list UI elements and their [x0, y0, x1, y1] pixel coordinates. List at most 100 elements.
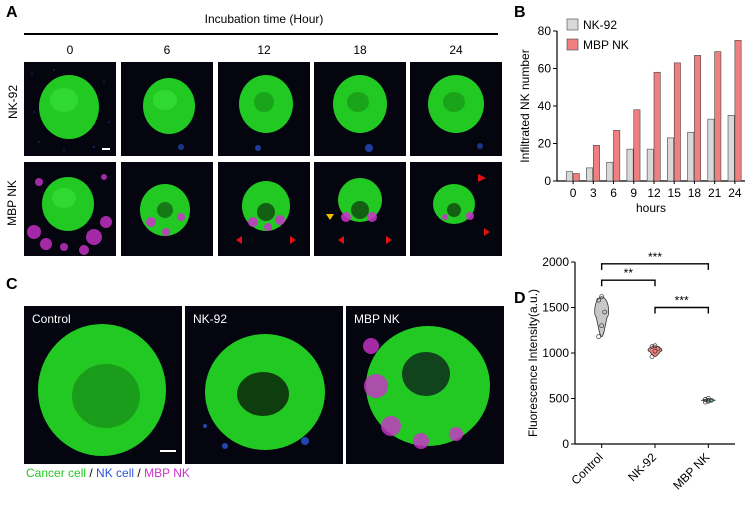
- legend-nk-cell: NK cell: [96, 466, 135, 480]
- bar: [565, 171, 573, 182]
- bar: [626, 148, 634, 182]
- image-nk92-6h: [121, 62, 213, 156]
- y-tick-label: 60: [538, 62, 552, 76]
- y-axis-title: Fluorescence Intensity(a.u.): [526, 289, 540, 437]
- image-mbp-12h: [218, 162, 310, 256]
- x-tick-label: 24: [728, 186, 742, 200]
- image-control: Control: [24, 306, 182, 464]
- bar: [734, 40, 742, 182]
- row-label-nk92: NK-92: [6, 85, 20, 120]
- legend-label: MBP NK: [583, 38, 629, 52]
- bar: [593, 145, 600, 182]
- data-point: [652, 348, 658, 354]
- legend-cancer-cell: Cancer cell: [26, 466, 87, 480]
- x-tick-label: 3: [590, 186, 597, 200]
- violin-chart: 0 500 1000 1500 2000 Fluorescence Intensity(a…: [526, 252, 735, 493]
- panel-letter-a: A: [6, 4, 18, 21]
- data-point: [596, 297, 602, 303]
- x-tick-label: 9: [630, 186, 637, 200]
- panel-letter-c: C: [6, 276, 18, 293]
- image-mbp-nk: MBP NK: [346, 306, 504, 464]
- bar: [707, 118, 715, 182]
- image-nk92-18h: [314, 62, 406, 156]
- bar: [694, 55, 702, 182]
- header-divider: [24, 33, 498, 35]
- label-control: Control: [32, 312, 71, 326]
- legend-separator-2: /: [134, 466, 145, 480]
- x-axis-title: hours: [636, 201, 666, 215]
- data-point: [702, 399, 708, 405]
- x-tick-label: 15: [668, 186, 682, 200]
- y-tick-label: 500: [549, 392, 569, 406]
- data-point: [649, 344, 655, 349]
- x-tick-label: 12: [647, 186, 661, 200]
- image-nk92: NK-92: [185, 306, 343, 464]
- label-mbp-nk: MBP NK: [354, 312, 400, 326]
- y-axis-title: Infiltrated NK number: [518, 49, 532, 162]
- image-mbp-18h: [314, 162, 406, 256]
- significance-bracket: [600, 279, 656, 287]
- incubation-header: Incubation time (Hour): [204, 12, 324, 26]
- significance-bracket: [654, 306, 710, 314]
- data-point: [705, 396, 711, 401]
- bar: [613, 130, 621, 182]
- data-point: [652, 343, 658, 349]
- bar: [667, 137, 674, 182]
- x-tick-label: 6: [610, 186, 617, 200]
- y-tick-label: 1500: [542, 301, 569, 315]
- image-mbp-0h: [24, 162, 116, 256]
- row-label-mbp-nk: MBP NK: [5, 180, 19, 226]
- significance-label: ***: [675, 294, 689, 308]
- bar: [714, 51, 722, 182]
- violin-shape: [594, 296, 610, 338]
- significance-label: ***: [648, 252, 662, 264]
- image-mbp-24h: [410, 162, 502, 256]
- bar: [727, 115, 735, 182]
- image-nk92-12h: [218, 62, 310, 156]
- data-point: [599, 294, 605, 299]
- image-legend: Cancer cell / NK cell / MBP NK: [26, 466, 190, 480]
- image-nk92-24h: [410, 62, 502, 156]
- x-tick-label: 0: [570, 186, 577, 200]
- time-label-0: 0: [66, 43, 74, 57]
- bar: [646, 148, 654, 182]
- significance-label: **: [624, 266, 634, 280]
- legend-label: NK-92: [583, 18, 617, 32]
- data-point: [649, 354, 655, 359]
- y-tick-label: 0: [562, 437, 569, 451]
- bar: [673, 62, 681, 182]
- time-label-12: 12: [257, 43, 271, 57]
- x-tick-label: MBP NK: [670, 450, 712, 492]
- y-tick-label: 20: [538, 137, 552, 151]
- bar: [653, 71, 661, 182]
- x-tick-label: 21: [708, 186, 722, 200]
- time-label-24: 24: [449, 43, 463, 57]
- data-point: [702, 397, 708, 402]
- x-tick-label: Control: [569, 450, 606, 487]
- legend-swatch: [566, 38, 579, 51]
- bar: [687, 131, 695, 182]
- label-nk92: NK-92: [193, 312, 228, 326]
- data-point: [599, 323, 605, 329]
- image-nk92-0h: [24, 62, 116, 156]
- bar: [572, 173, 580, 182]
- x-tick-label: NK-92: [625, 450, 659, 484]
- significance-bracket: [600, 263, 710, 270]
- y-tick-label: 80: [538, 24, 552, 38]
- image-mbp-6h: [121, 162, 213, 256]
- data-point: [602, 309, 608, 315]
- data-point: [655, 346, 661, 351]
- time-label-6: 6: [163, 43, 171, 57]
- y-tick-label: 2000: [542, 255, 569, 269]
- legend-mbp-nk: MBP NK: [144, 466, 190, 480]
- panel-letter-d: D: [514, 290, 526, 307]
- data-point: [596, 334, 602, 339]
- time-label-18: 18: [353, 43, 367, 57]
- legend-swatch: [566, 18, 579, 31]
- y-tick-label: 1000: [542, 346, 569, 360]
- x-tick-label: 18: [688, 186, 702, 200]
- y-tick-label: 40: [538, 99, 552, 113]
- panel-letter-b: B: [514, 4, 526, 21]
- bar: [586, 167, 594, 182]
